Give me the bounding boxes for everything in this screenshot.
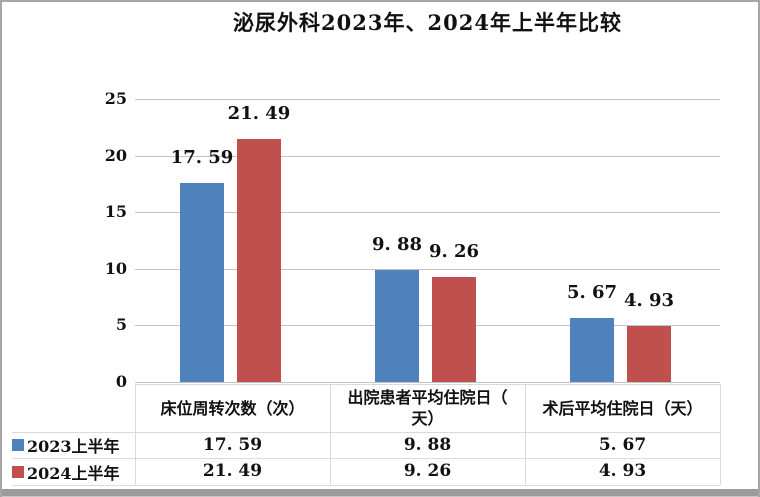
window-bottom-edge	[2, 489, 758, 497]
table-hline-1	[12, 432, 720, 433]
y-tick-label-5: 5	[115, 315, 127, 335]
table-value-2023上半年-2: 5. 67	[598, 435, 647, 455]
gridline-5	[135, 325, 720, 327]
gridline-10	[135, 268, 720, 270]
category-header-2: 术后平均住院日（天）	[542, 398, 703, 418]
y-tick-label-20: 20	[104, 145, 127, 165]
legend-item-2023上半年: 2023上半年	[12, 432, 135, 458]
bar-value-label-2024上半年-1: 9. 26	[428, 241, 480, 263]
bar-2024上半年-0	[237, 138, 281, 382]
bar-2024上半年-1	[432, 277, 476, 382]
gridline-25	[135, 99, 720, 100]
legend-label-2023上半年: 2023上半年	[27, 437, 120, 456]
table-vline-3	[720, 384, 721, 485]
legend-swatch-2024上半年	[12, 465, 24, 478]
gridline-20	[135, 155, 720, 157]
table-value-2024上半年-2: 4. 93	[598, 461, 647, 481]
legend-item-2024上半年: 2024上半年	[12, 458, 135, 485]
table-hline-0	[135, 384, 720, 385]
table-vline-0	[135, 384, 136, 485]
category-header-0: 床位周转次数（次）	[160, 398, 305, 418]
bar-2023上半年-1	[375, 270, 419, 382]
gridline-15	[135, 212, 720, 214]
y-tick-label-10: 10	[104, 258, 127, 278]
table-value-2023上半年-1: 9. 88	[403, 435, 452, 455]
y-tick-label-15: 15	[104, 202, 127, 222]
legend-swatch-2023上半年	[12, 439, 24, 451]
table-hline-3	[12, 485, 720, 486]
plot-area: 17. 59 9. 88 5. 67 21. 49 9. 26 4. 93	[135, 99, 720, 383]
table-value-2024上半年-1: 9. 26	[403, 461, 452, 481]
table-value-2023上半年-0: 17. 59	[202, 435, 263, 455]
bar-value-label-2023上半年-0: 17. 59	[170, 146, 234, 168]
y-tick-label-25: 25	[104, 89, 127, 108]
bar-2024上半年-2	[627, 326, 671, 382]
bar-value-label-2023上半年-2: 5. 67	[566, 281, 618, 303]
category-header-1: 出院患者平均住院日（ 天）	[347, 388, 508, 428]
bar-2023上半年-2	[570, 317, 614, 382]
chart-title: 泌尿外科2023年、2024年上半年比较	[233, 10, 622, 35]
bar-value-label-2024上半年-0: 21. 49	[227, 102, 291, 124]
legend-label-2024上半年: 2024上半年	[27, 463, 120, 483]
table-vline-2	[525, 384, 526, 485]
bar-value-label-2024上半年-2: 4. 93	[623, 290, 675, 312]
y-tick-label-0: 0	[115, 372, 127, 391]
table-hline-2	[12, 458, 720, 459]
bar-2023上半年-0	[180, 182, 224, 382]
gridline-0	[135, 382, 720, 383]
table-vline-1	[330, 384, 331, 485]
bar-value-label-2023上半年-1: 9. 88	[371, 234, 423, 256]
table-value-2024上半年-0: 21. 49	[202, 461, 263, 481]
